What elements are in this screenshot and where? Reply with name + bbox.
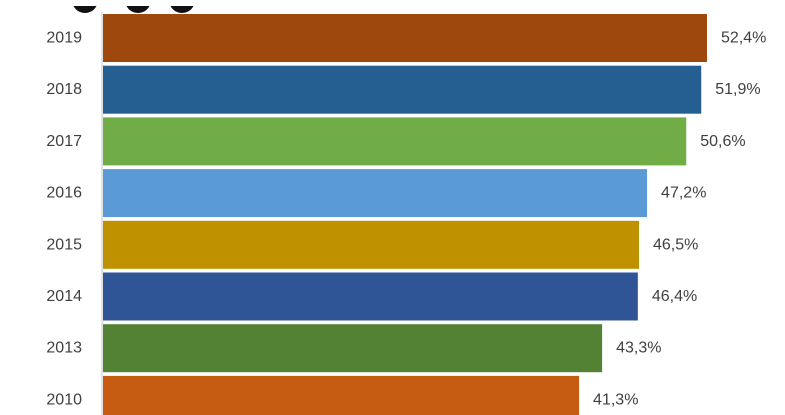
y-tick-label: 2016 [46, 185, 82, 202]
y-tick-label: 2014 [46, 288, 82, 305]
bar-2015 [103, 220, 639, 269]
data-label: 51,9% [715, 81, 760, 98]
y-tick-label: 2015 [46, 236, 82, 253]
y-tick-label: 2019 [46, 30, 82, 47]
y-tick-label: 2018 [46, 81, 82, 98]
y-tick-label: 2013 [46, 340, 82, 357]
data-label: 52,4% [721, 30, 766, 47]
bar-2017 [103, 117, 687, 166]
data-label: 46,4% [652, 288, 697, 305]
cropped-title-glyphs [0, 0, 200, 13]
bar-2013 [103, 324, 603, 373]
data-label: 50,6% [700, 133, 745, 150]
data-label: 43,3% [616, 340, 661, 357]
data-label: 41,3% [593, 391, 638, 408]
data-label: 47,2% [661, 185, 706, 202]
bar-2016 [103, 169, 648, 218]
bar-2014 [103, 272, 638, 321]
bar-2018 [103, 65, 702, 114]
data-label: 46,5% [653, 236, 698, 253]
bar-2010 [103, 375, 580, 415]
y-tick-label: 2017 [46, 133, 82, 150]
bar-2019 [103, 14, 707, 62]
bars-layer: 2019 52,4% 2018 51,9% 2017 50,6% 2016 47,2% 2015… [46, 14, 766, 415]
y-tick-label: 2010 [46, 391, 82, 408]
